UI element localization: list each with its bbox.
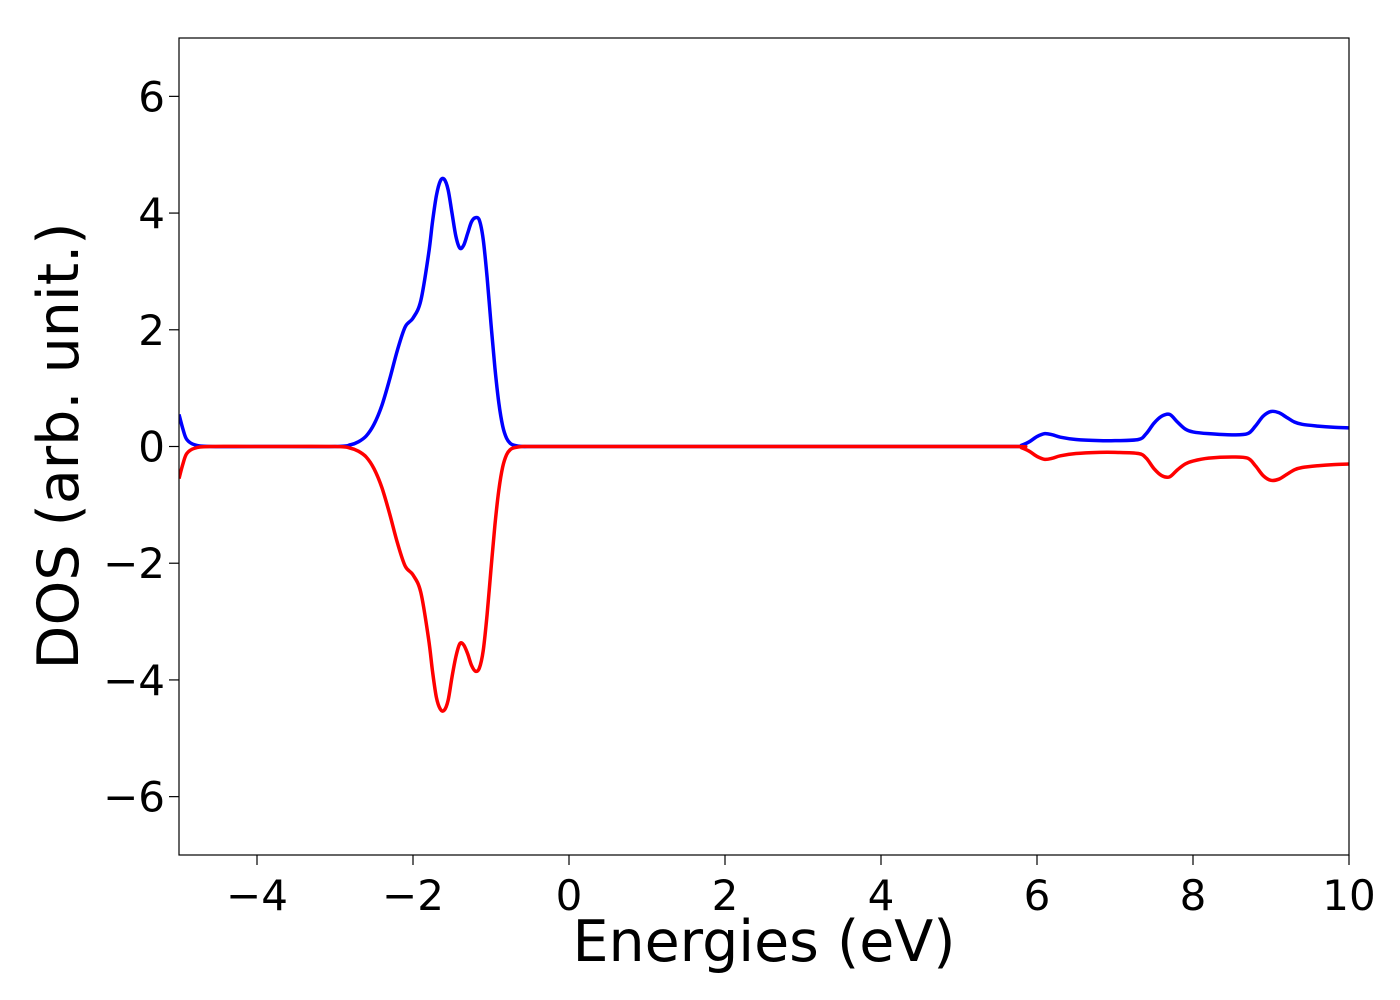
x-tick-label: 0	[556, 871, 583, 920]
x-tick-label: 8	[1180, 871, 1207, 920]
y-tick-label: 4	[138, 189, 165, 238]
x-tick-label: 4	[868, 871, 895, 920]
y-tick-label: 6	[138, 72, 165, 121]
x-tick-label: 10	[1322, 871, 1375, 920]
y-axis-title: DOS (arb. unit.)	[26, 223, 92, 670]
x-tick-label: −2	[382, 871, 444, 920]
y-tick-label: 0	[138, 423, 165, 472]
series-layer	[179, 176, 1349, 713]
series-line-down	[179, 444, 1349, 713]
x-tick-label: 2	[712, 871, 739, 920]
x-tick-label: −4	[226, 871, 288, 920]
series-line-up	[179, 176, 1349, 449]
y-tick-label: −4	[103, 656, 165, 705]
y-axis: −6 −4 −2 0 2 4 6	[103, 72, 179, 822]
y-tick-label: 2	[138, 306, 165, 355]
x-tick-label: 6	[1024, 871, 1051, 920]
x-axis-title: Energies (eV)	[572, 909, 955, 975]
x-axis: −4 −2 0 2 4 6 8 10	[226, 855, 1376, 920]
y-tick-label: −6	[103, 773, 165, 822]
y-tick-label: −2	[103, 539, 165, 588]
